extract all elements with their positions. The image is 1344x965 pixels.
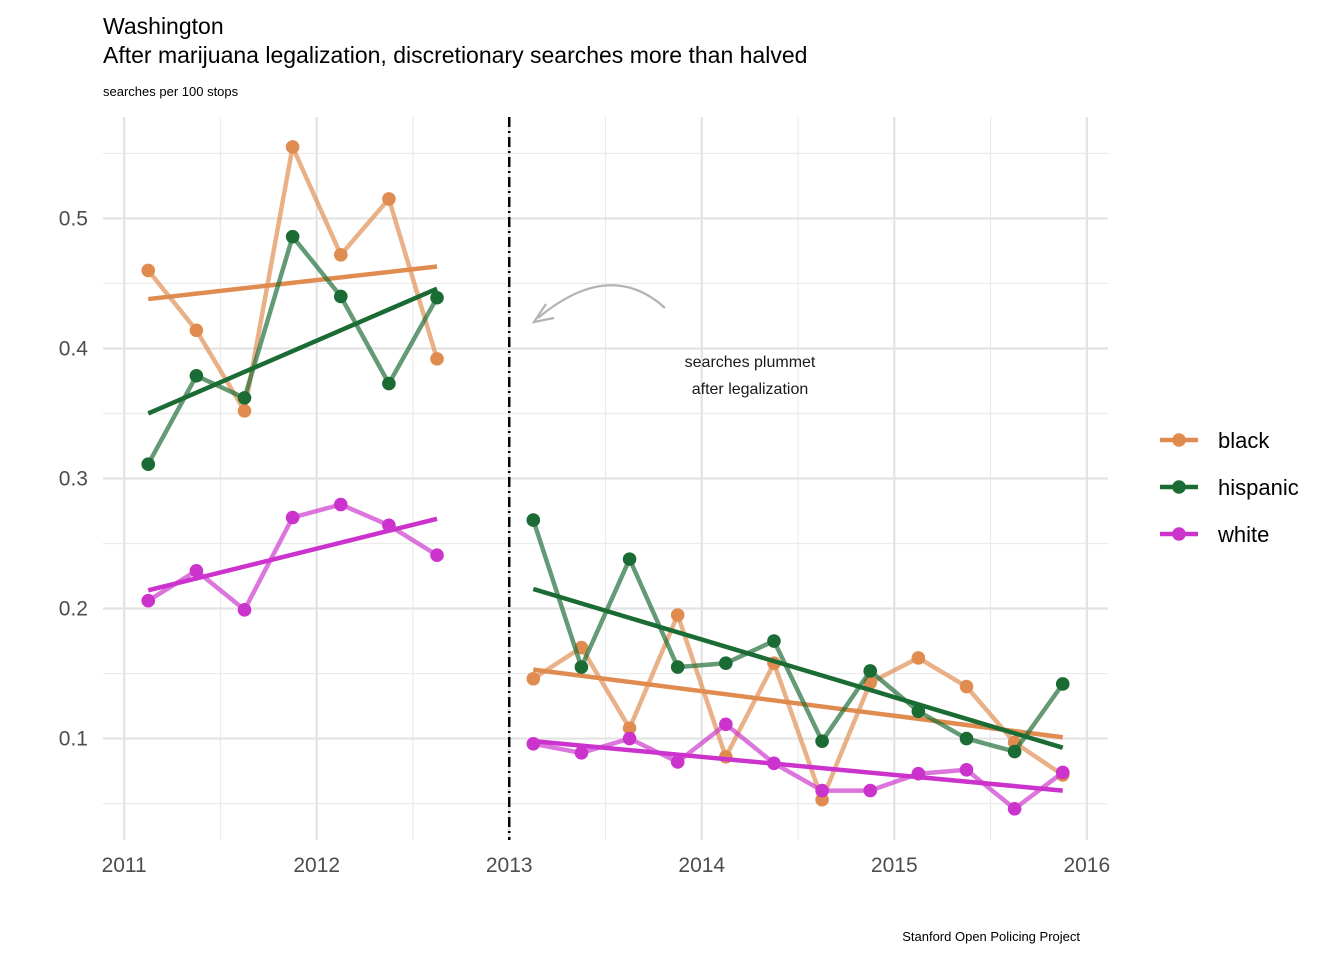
data-point-hispanic xyxy=(189,368,204,383)
legend-key-point xyxy=(1172,527,1186,541)
series-hispanic xyxy=(141,229,1070,759)
data-point-black xyxy=(141,263,156,278)
series-white xyxy=(141,497,1070,816)
data-point-white xyxy=(815,783,829,798)
legend: black hispanic white xyxy=(1160,428,1299,547)
annotation-layer: searches plummet after legalization xyxy=(531,284,816,398)
x-tick-label: 2016 xyxy=(1063,854,1110,877)
data-point-black xyxy=(430,352,444,366)
data-point-white xyxy=(285,510,300,525)
legend-key-point xyxy=(1172,480,1186,494)
data-point-hispanic xyxy=(382,376,396,391)
data-point-hispanic xyxy=(1007,744,1022,759)
data-point-white xyxy=(526,736,541,751)
annotation-line-1: searches plummet xyxy=(685,354,816,371)
y-tick-label: 0.1 xyxy=(59,728,88,751)
data-point-hispanic xyxy=(526,513,541,527)
data-point-black xyxy=(959,679,974,694)
y-tick-label: 0.5 xyxy=(59,207,88,230)
x-tick-label: 2015 xyxy=(871,854,918,877)
x-tick-label: 2011 xyxy=(102,854,147,877)
trend-line-post-hispanic xyxy=(532,586,1064,750)
data-point-white xyxy=(333,497,348,512)
x-tick-label: 2012 xyxy=(293,854,340,877)
data-point-hispanic xyxy=(959,731,974,746)
legend-label: white xyxy=(1217,522,1269,547)
data-point-white xyxy=(670,755,685,769)
data-point-hispanic xyxy=(815,734,829,748)
data-point-hispanic xyxy=(574,660,589,674)
data-point-black xyxy=(526,671,541,686)
data-point-hispanic xyxy=(237,391,252,405)
y-axis-label: searches per 100 stops xyxy=(103,84,239,99)
legend-label: hispanic xyxy=(1218,475,1299,500)
series-line-hispanic xyxy=(531,519,1065,754)
x-tick-label: 2014 xyxy=(678,854,725,877)
legend-label: black xyxy=(1218,428,1270,453)
data-point-white xyxy=(911,766,926,781)
data-point-hispanic xyxy=(863,664,878,678)
legend-item-hispanic: hispanic xyxy=(1160,475,1299,500)
y-tick-label: 0.4 xyxy=(59,337,89,360)
data-point-hispanic xyxy=(1055,677,1070,691)
data-point-black xyxy=(285,140,300,154)
chart-title: Washington xyxy=(103,13,224,39)
data-point-black xyxy=(911,651,926,665)
series-line-white xyxy=(532,722,1065,812)
trend-line-pre-hispanic xyxy=(147,286,438,416)
data-point-hispanic xyxy=(670,660,685,674)
data-point-black xyxy=(382,192,396,206)
data-point-hispanic xyxy=(622,552,637,566)
axis-labels: 2011 2012 2013 2014 2015 2016 0.1 0.2 0.3 0.4 0.5 xyxy=(59,207,1110,877)
annotation-arrowhead xyxy=(531,303,555,324)
data-point-black xyxy=(622,721,637,735)
data-point-hispanic xyxy=(285,229,300,244)
data-point-white xyxy=(237,603,252,617)
series-layer xyxy=(141,140,1070,816)
x-tick-label: 2013 xyxy=(486,854,533,877)
data-point-white xyxy=(959,762,974,777)
data-point-white xyxy=(863,783,878,798)
trend-line-post-black xyxy=(533,667,1064,740)
data-point-black xyxy=(670,608,685,622)
trend-line-pre-black xyxy=(147,264,438,302)
y-tick-label: 0.3 xyxy=(59,468,88,491)
data-point-hispanic xyxy=(719,656,733,670)
chart-subtitle: After marijuana legalization, discretion… xyxy=(103,42,807,68)
data-point-white xyxy=(1007,801,1022,816)
data-point-hispanic xyxy=(333,289,348,304)
data-point-white xyxy=(189,564,204,578)
data-point-hispanic xyxy=(767,634,781,648)
data-point-black xyxy=(237,404,252,418)
data-point-white xyxy=(430,548,444,563)
data-point-black xyxy=(189,323,204,338)
trend-line-post-white xyxy=(533,738,1063,793)
data-point-white xyxy=(574,746,589,760)
chart-caption: Stanford Open Policing Project xyxy=(902,929,1080,944)
data-point-black xyxy=(333,248,348,262)
legend-key-point xyxy=(1172,433,1186,447)
data-point-white xyxy=(1055,765,1070,780)
series-line-black xyxy=(532,612,1065,802)
series-black xyxy=(141,140,1070,807)
data-point-white xyxy=(767,756,781,771)
annotation-arrow xyxy=(537,284,666,319)
data-point-white xyxy=(382,518,396,533)
y-tick-label: 0.2 xyxy=(59,598,88,621)
data-point-hispanic xyxy=(141,457,156,471)
data-point-hispanic xyxy=(911,704,926,719)
data-point-white xyxy=(141,593,156,608)
data-point-white xyxy=(622,731,637,746)
legend-item-white: white xyxy=(1160,522,1269,547)
data-point-hispanic xyxy=(430,290,444,305)
annotation-line-2: after legalization xyxy=(692,381,809,398)
legend-item-black: black xyxy=(1160,428,1270,453)
data-point-white xyxy=(719,717,733,732)
